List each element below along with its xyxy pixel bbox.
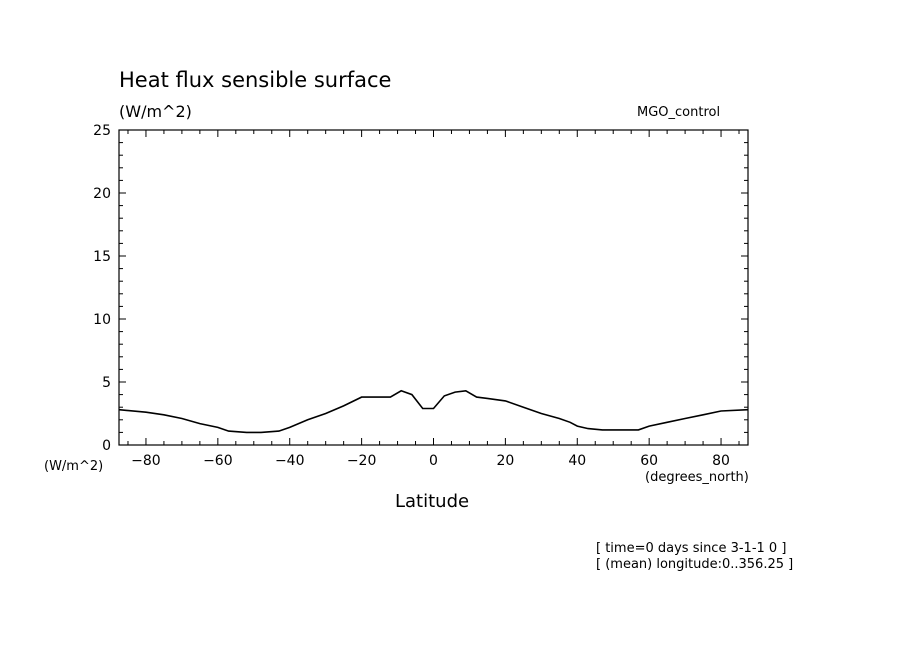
series-line	[118, 389, 749, 434]
chart-units: (W/m^2)	[119, 102, 192, 121]
chart-title: Heat flux sensible surface	[119, 68, 392, 92]
x-tick-label: −20	[347, 453, 377, 469]
x-tick-label: 40	[568, 453, 586, 469]
x-tick-label: −40	[275, 453, 305, 469]
y-tick-label: 0	[102, 438, 111, 454]
x-axis-unit: (degrees_north)	[645, 470, 749, 485]
y-tick-labels: 0 5 10 15 20 25	[93, 123, 111, 454]
plot-frame	[118, 129, 749, 446]
x-tick-label: 80	[712, 453, 730, 469]
y-tick-label: 20	[93, 186, 111, 202]
x-tick-labels: −80 −60 −40 −20 0 20 40 60 80	[131, 453, 730, 469]
x-tick-label: 0	[429, 453, 438, 469]
footer-time-info: [ time=0 days since 3-1-1 0 ]	[596, 541, 787, 556]
x-tick-label: −60	[203, 453, 233, 469]
x-tick-label: 20	[496, 453, 514, 469]
x-axis-label: Latitude	[395, 491, 470, 512]
y-tick-label: 10	[93, 312, 111, 328]
x-tick-label: 60	[640, 453, 658, 469]
axis-ticks	[119, 129, 748, 446]
y-axis-unit: (W/m^2)	[44, 459, 104, 474]
dataset-label: MGO_control	[637, 105, 721, 120]
x-tick-label: −80	[131, 453, 161, 469]
footer-longitude-info: [ (mean) longitude:0..356.25 ]	[596, 557, 794, 572]
y-tick-label: 5	[102, 375, 111, 391]
y-tick-label: 25	[93, 123, 111, 139]
y-tick-label: 15	[93, 249, 111, 265]
